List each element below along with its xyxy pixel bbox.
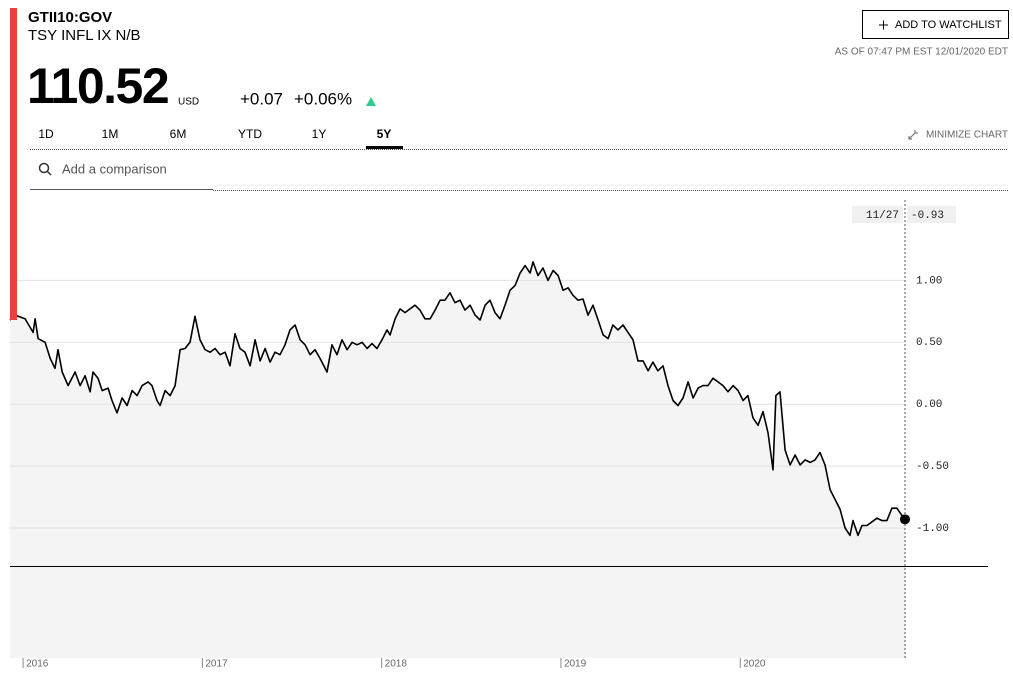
price: 110.52 (27, 58, 168, 114)
plus-icon (879, 20, 888, 30)
x-tick-label: 2019 (564, 659, 587, 670)
x-tick-label: 2020 (743, 659, 766, 670)
hover-date-box (852, 206, 903, 223)
comparison-search[interactable]: Add a comparison (30, 161, 213, 190)
y-tick-label: 1.00 (916, 275, 942, 287)
button-label: ADD TO WATCHLIST (895, 19, 1002, 31)
last-point (900, 514, 910, 525)
change: +0.07 (240, 89, 283, 108)
x-tick-label: 2017 (205, 659, 228, 670)
y-tick-label: -0.50 (916, 461, 949, 473)
active-tab-underline (366, 146, 403, 149)
minimize-icon (908, 130, 918, 140)
hover-value: -0.93 (911, 210, 944, 222)
security-name: TSY INFL IX N/B (28, 27, 141, 44)
search-icon-handle (46, 170, 52, 176)
change-pct: +0.06% (294, 89, 352, 108)
search-placeholder: Add a comparison (62, 161, 167, 176)
x-tick-label: 2018 (385, 659, 408, 670)
hover-date: 11/27 (866, 210, 899, 222)
minimize-chart[interactable]: MINIMIZE CHART (926, 130, 1008, 141)
chart: BloombergMarkets1.000.500.00-0.50-1.0020… (9, 200, 988, 670)
ticker: GTII10:GOV (28, 9, 112, 26)
as-of: AS OF 07:47 PM EST 12/01/2020 EDT (835, 47, 1008, 58)
range-tab[interactable]: 1M (102, 127, 119, 141)
range-tab[interactable]: 1D (38, 127, 54, 141)
area (10, 261, 905, 658)
range-tab[interactable]: 1Y (312, 127, 327, 141)
price-line (9, 261, 906, 537)
range-tab[interactable]: 5Y (377, 127, 392, 141)
accent-bar (10, 8, 17, 320)
tabs: 1D 1M 6M YTD 1Y 5Y (38, 127, 403, 149)
search-icon (38, 162, 50, 174)
y-tick-label: -1.00 (916, 523, 949, 535)
range-tab[interactable]: 6M (170, 127, 187, 141)
range-tab[interactable]: YTD (238, 127, 262, 141)
watchlist-button[interactable]: ADD TO WATCHLIST (862, 10, 1009, 39)
y-tick-label: 0.00 (916, 399, 942, 411)
x-tick-label: 2016 (26, 659, 49, 670)
y-tick-label: 0.50 (916, 337, 942, 349)
hover-value-box (907, 206, 956, 223)
currency: USD (178, 97, 199, 108)
up-arrow (366, 97, 376, 106)
